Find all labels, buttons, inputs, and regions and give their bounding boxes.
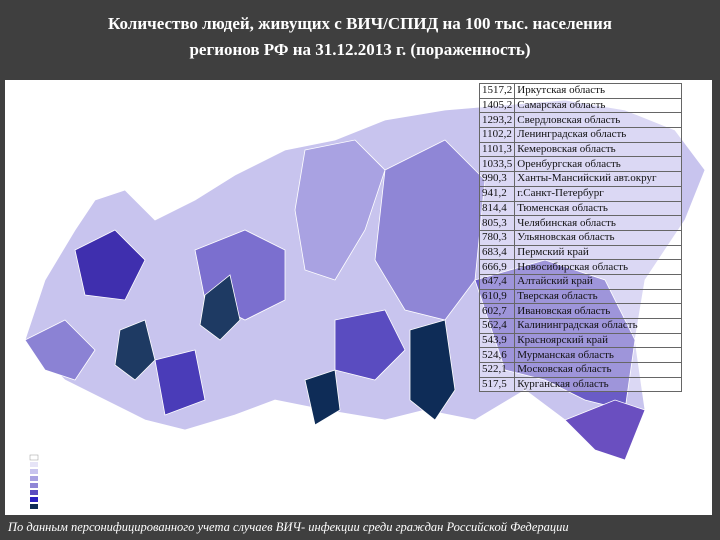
table-row: 610,9 Тверская область xyxy=(478,288,683,305)
table-row: 814,4 Тюменская область xyxy=(478,200,683,217)
value-cell: 522,1 xyxy=(478,362,516,378)
table-row: 524,6 Мурманская область xyxy=(478,347,683,364)
table-row: 522,1 Московская область xyxy=(478,362,683,378)
region-cell: Алтайский край xyxy=(514,273,683,290)
region-cell: Свердловская область xyxy=(514,112,683,129)
region-cell: г.Санкт-Петербург xyxy=(514,185,683,202)
value-cell: 602,7 xyxy=(478,303,516,319)
region-cell: Тюменская область xyxy=(514,200,683,217)
table-row: 1033,5 Оренбургская область xyxy=(478,156,683,173)
table-row: 683,4 Пермский край xyxy=(478,244,683,261)
title-line: Количество людей, живущих с ВИЧ/СПИД на … xyxy=(108,14,612,33)
table-row: 666,9 Новосибирская область xyxy=(478,259,683,275)
region-cell: Иркутская область xyxy=(514,83,683,99)
table-row: 602,7 Ивановская область xyxy=(478,303,683,319)
region-cell: Пермский край xyxy=(514,244,683,261)
value-cell: 805,3 xyxy=(478,215,516,231)
region-cell: Челябинская область xyxy=(514,215,683,231)
table-row: 805,3 Челябинская область xyxy=(478,215,683,231)
table-row: 1101,3 Кемеровская область xyxy=(478,141,683,158)
value-cell: 1517,2 xyxy=(478,83,516,99)
table-row: 1293,2 Свердловская область xyxy=(478,112,683,129)
value-cell: 524,6 xyxy=(478,347,516,364)
region-cell: Новосибирская область xyxy=(514,259,683,275)
region-cell: Оренбургская область xyxy=(514,156,683,173)
region-cell: Московская область xyxy=(514,362,683,378)
table-row: 1405,2 Самарская область xyxy=(478,97,683,114)
table-row: 543,9 Красноярский край xyxy=(478,332,683,349)
value-cell: 543,9 xyxy=(478,332,516,349)
region-cell: Кемеровская область xyxy=(514,141,683,158)
region-cell: Ивановская область xyxy=(514,303,683,319)
region-cell: Красноярский край xyxy=(514,332,683,349)
region-cell: Самарская область xyxy=(514,97,683,114)
region-cell: Ленинградская область xyxy=(514,127,683,143)
value-cell: 814,4 xyxy=(478,200,516,217)
region-cell: Мурманская область xyxy=(514,347,683,364)
value-cell: 1101,3 xyxy=(478,141,516,158)
footer-note: По данным персонифицированного учета слу… xyxy=(8,520,569,534)
region-cell: Тверская область xyxy=(514,288,683,305)
region-cell: Ханты-Мансийский авт.округ xyxy=(514,171,683,187)
value-cell: 1033,5 xyxy=(478,156,516,173)
table-row: 517,5 Курганская область xyxy=(478,376,683,393)
value-cell: 647,4 xyxy=(478,273,516,290)
table-row: 941,2 г.Санкт-Петербург xyxy=(478,185,683,202)
table-row: 562,4 Калининградская область xyxy=(478,318,683,334)
value-cell: 610,9 xyxy=(478,288,516,305)
value-cell: 562,4 xyxy=(478,318,516,334)
value-cell: 683,4 xyxy=(478,244,516,261)
value-cell: 1102,2 xyxy=(478,127,516,143)
ranking-table: 1517,2 Иркутская область 1405,2 Самарская о… xyxy=(478,83,683,393)
value-cell: 990,3 xyxy=(478,171,516,187)
region-cell: Курганская область xyxy=(514,376,683,393)
region-cell: Ульяновская область xyxy=(514,229,683,246)
value-cell: 941,2 xyxy=(478,185,516,202)
region-cell: Калининградская область xyxy=(514,318,683,334)
value-cell: 666,9 xyxy=(478,259,516,275)
table-row: 780,3 Ульяновская область xyxy=(478,229,683,246)
table-row: 990,3 Ханты-Мансийский авт.округ xyxy=(478,171,683,187)
value-cell: 1293,2 xyxy=(478,112,516,129)
table-row: 1517,2 Иркутская область xyxy=(478,83,683,99)
value-cell: 517,5 xyxy=(478,376,516,393)
table-row: 647,4 Алтайский край xyxy=(478,273,683,290)
value-cell: 780,3 xyxy=(478,229,516,246)
title-line: регионов РФ на 31.12.2013 г. (пораженнос… xyxy=(189,40,531,59)
value-cell: 1405,2 xyxy=(478,97,516,114)
table-row: 1102,2 Ленинградская область xyxy=(478,127,683,143)
